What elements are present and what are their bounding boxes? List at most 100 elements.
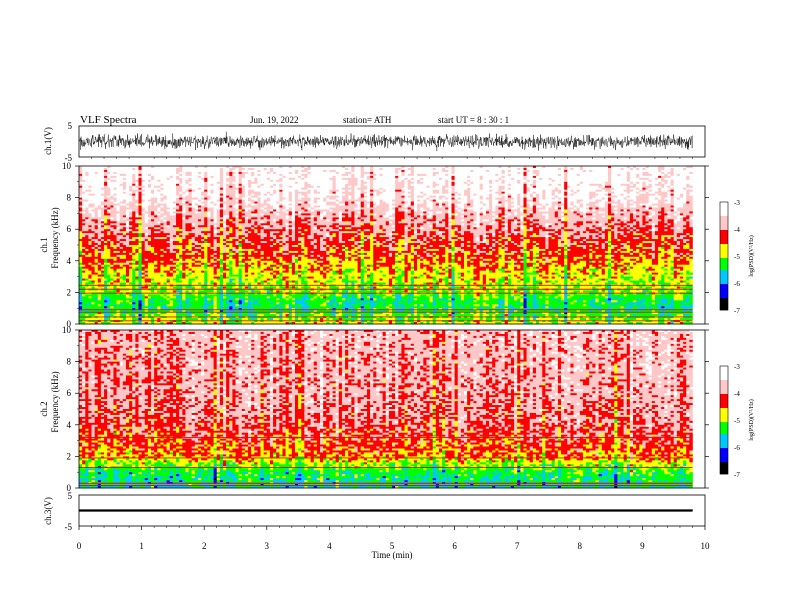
ch1-spectrogram-cell <box>489 199 493 202</box>
ch1-spectrogram-cell <box>629 205 634 208</box>
ch1-spectrogram-cell <box>614 197 618 200</box>
ch1-spectrogram-cell <box>539 191 543 194</box>
ch1-spectrogram-cell <box>636 169 640 173</box>
ch1-spectrogram-cell <box>473 201 477 204</box>
ch1-spectrogram-cell <box>226 191 230 194</box>
ch1-spectrogram-cell <box>226 193 230 196</box>
ch1-spectrogram-cell <box>182 183 186 187</box>
ch1-spectrogram-cell <box>392 207 396 210</box>
ch1-spectrogram-cell <box>82 167 86 171</box>
ch1-spectrogram-cell <box>194 209 199 212</box>
ch1-spectrogram-cell <box>113 185 117 189</box>
ch1-spectrogram-cell <box>451 169 455 173</box>
ch1-spectrogram-cell <box>97 173 102 177</box>
ch1-spectrogram-cell <box>529 211 534 214</box>
ch1-spectrogram-cell <box>648 173 653 177</box>
ch1-spectrogram-cell <box>285 207 290 210</box>
ch1-spectrogram-cell <box>442 183 446 187</box>
ch1-spectrogram-cell <box>514 203 518 206</box>
ch1-spectrogram-cell <box>110 171 114 175</box>
ch1-spectrogram-cell <box>298 193 302 196</box>
ch1-spectrogram-cell <box>573 169 577 173</box>
ch1-spectrogram-cell <box>207 175 211 179</box>
ch1-spectrogram-cell <box>279 171 283 175</box>
ch1-spectrogram-cell <box>526 169 531 173</box>
ch1-spectrogram-cell <box>370 183 374 187</box>
ch1-spectrogram-cell <box>266 193 271 196</box>
ch1-spectrogram-cell <box>564 199 568 202</box>
ch1-spectrogram-cell <box>442 181 446 185</box>
ch1-spectrogram-cell <box>313 213 318 216</box>
ch1-spectrogram-cell <box>301 193 305 196</box>
ch1-spectrogram-cell <box>454 185 459 189</box>
ch1-spectrogram-cell <box>182 179 186 183</box>
ch1-spectrogram-cell <box>194 177 199 181</box>
ch1-spectrogram-cell <box>160 215 164 218</box>
ch1-spectrogram-cell <box>485 209 490 212</box>
ch1-spectrogram-cell <box>470 199 474 202</box>
ch1-spectrogram-cell <box>529 203 534 206</box>
ch1-spectrogram-cell <box>501 177 505 181</box>
ch1-spectrogram-cell <box>94 193 99 196</box>
ch1-spectrogram-cell <box>251 211 255 214</box>
ch1-spectrogram-cell <box>110 183 114 187</box>
ch1-spectrogram-cell <box>232 169 236 173</box>
ch1-spectrogram-cell <box>526 181 531 185</box>
ch1-spectrogram-cell <box>301 205 305 208</box>
ch1-spectrogram-cell <box>435 179 440 183</box>
ch1-spectrogram-cell <box>216 189 221 192</box>
ch1-spectrogram-cell <box>482 171 487 175</box>
ch1-spectrogram-cell <box>654 185 659 189</box>
ch1-spectrogram-cell <box>163 209 167 212</box>
ch1-spectrogram-cell <box>495 191 499 194</box>
ch1-spectrogram-cell <box>235 201 239 204</box>
ch1-spectrogram-cell <box>417 213 421 216</box>
ch1-spectrogram-cell <box>204 193 208 196</box>
ch1-spectrogram-cell <box>213 177 218 181</box>
ch1-spectrogram-cell <box>85 181 89 185</box>
ch1-spectrogram-cell <box>604 189 609 192</box>
ch1-spectrogram-cell <box>348 209 352 212</box>
ch1-spectrogram-cell <box>620 213 624 216</box>
ch1-spectrogram-cell <box>410 175 415 179</box>
ch1-spectrogram-cell <box>579 213 584 216</box>
ch1-spectrogram-cell <box>426 199 430 202</box>
ch1-spectrogram-cell <box>91 195 95 198</box>
ch1-spectrogram-cell <box>517 183 521 187</box>
ch1-spectrogram-cell <box>244 195 249 198</box>
ch1-spectrogram-cell <box>479 183 484 187</box>
ch1-spectrogram-cell <box>241 191 246 194</box>
ch1-spectrogram-cell <box>166 193 171 196</box>
ch1-spectrogram-cell <box>457 181 462 185</box>
ch1-spectrogram-cell <box>542 197 546 200</box>
ch1-spectrogram-cell <box>88 201 92 204</box>
ch1-spectrogram-cell <box>316 177 321 181</box>
ch1-spectrogram-cell <box>564 201 568 204</box>
ch1-spectrogram-cell <box>332 213 336 216</box>
ch1-spectrogram-cell <box>492 197 496 200</box>
ch1-spectrogram-cell <box>288 189 293 192</box>
ch1-spectrogram-cell <box>611 181 615 185</box>
ch1-spectrogram-cell <box>435 167 440 171</box>
ch1-spectrogram-cell <box>263 191 268 194</box>
ch1-spectrogram-cell <box>373 211 377 214</box>
ch1-spectrogram-cell <box>310 181 315 185</box>
ch1-spectrogram-cell <box>623 166 628 169</box>
ch1-spectrogram-cell <box>470 211 474 214</box>
ch1-spectrogram-cell <box>551 167 556 171</box>
ch1-spectrogram-cell <box>104 197 108 200</box>
ch1-spectrogram-cell <box>201 215 205 218</box>
ch1-spectrogram-cell <box>116 166 120 169</box>
ch1-spectrogram-cell <box>545 181 549 185</box>
ch1-spectrogram-cell <box>404 211 408 214</box>
ch1-spectrogram-cell <box>670 195 674 198</box>
ch1-spectrogram-cell <box>219 193 224 196</box>
ch1-spectrogram-cell <box>94 181 99 185</box>
ch1-spectrogram-cell <box>176 207 180 210</box>
ch1-spectrogram-cell <box>238 171 243 175</box>
ch1-spectrogram-cell <box>676 189 681 192</box>
ch1-spectrogram-cell <box>473 179 477 183</box>
ch1-spectrogram-cell <box>429 166 433 169</box>
ch1-spectrogram-cell <box>294 167 299 171</box>
